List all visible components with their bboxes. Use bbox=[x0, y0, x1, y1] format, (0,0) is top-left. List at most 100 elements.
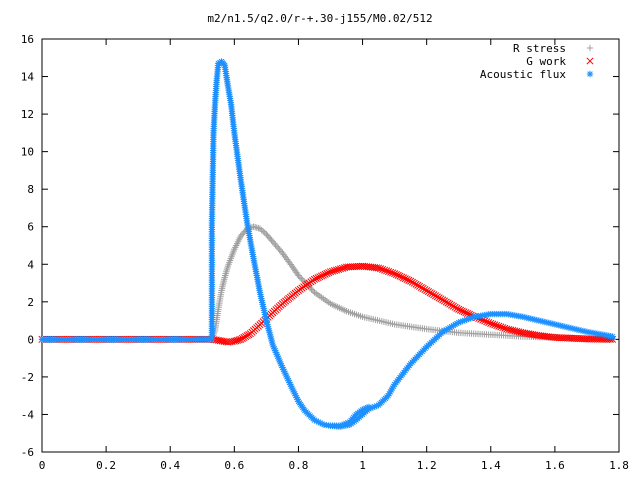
data-point bbox=[443, 326, 450, 333]
data-point bbox=[315, 418, 322, 426]
data-point bbox=[276, 358, 284, 366]
data-point bbox=[291, 390, 298, 398]
data-point bbox=[390, 383, 397, 390]
data-point bbox=[293, 394, 300, 401]
data-point bbox=[469, 314, 476, 321]
data-point bbox=[275, 244, 282, 252]
data-point bbox=[280, 366, 287, 373]
data-point bbox=[367, 404, 375, 412]
data-point bbox=[497, 323, 505, 331]
y-tick-label: 8 bbox=[27, 183, 34, 196]
data-point bbox=[286, 379, 293, 386]
data-point bbox=[276, 246, 283, 253]
data-point bbox=[435, 294, 443, 302]
data-point bbox=[314, 274, 322, 282]
data-point bbox=[316, 273, 324, 281]
legend-marker bbox=[586, 70, 594, 78]
x-tick-label: 0.6 bbox=[224, 459, 244, 472]
data-point bbox=[282, 371, 290, 379]
data-point bbox=[318, 420, 326, 428]
y-tick-label: 12 bbox=[21, 108, 34, 121]
data-point bbox=[321, 270, 329, 278]
data-point bbox=[270, 240, 278, 247]
data-point bbox=[267, 335, 275, 343]
data-point bbox=[278, 362, 285, 369]
data-point bbox=[287, 381, 294, 388]
data-point bbox=[430, 291, 438, 299]
data-point bbox=[268, 237, 275, 244]
y-tick-label: 14 bbox=[21, 71, 35, 84]
data-point bbox=[403, 275, 411, 284]
data-point bbox=[385, 267, 393, 276]
y-tick-label: 4 bbox=[27, 258, 34, 271]
data-point bbox=[467, 315, 474, 322]
data-point bbox=[359, 406, 366, 413]
data-point bbox=[373, 402, 380, 410]
data-point bbox=[271, 345, 278, 352]
data-point bbox=[455, 305, 463, 313]
data-point bbox=[284, 375, 291, 382]
data-point bbox=[265, 327, 273, 334]
data-point bbox=[338, 264, 347, 272]
data-point bbox=[264, 323, 272, 330]
data-point bbox=[432, 292, 440, 300]
data-point bbox=[493, 321, 501, 330]
data-point bbox=[423, 287, 431, 295]
data-point bbox=[456, 306, 465, 314]
data-point bbox=[330, 267, 339, 275]
data-point bbox=[274, 353, 281, 360]
data-point bbox=[459, 317, 466, 325]
data-point bbox=[451, 303, 459, 311]
data-point bbox=[272, 349, 280, 356]
data-point bbox=[398, 273, 406, 281]
legend-marker bbox=[586, 57, 594, 65]
data-point bbox=[481, 317, 489, 325]
legend-label: Acoustic flux bbox=[480, 68, 566, 81]
data-point bbox=[308, 286, 315, 293]
x-tick-label: 1.4 bbox=[481, 459, 501, 472]
data-point bbox=[499, 324, 507, 332]
y-tick-label: 16 bbox=[21, 33, 34, 46]
data-point bbox=[326, 268, 335, 276]
data-point bbox=[417, 283, 425, 291]
data-point bbox=[609, 333, 616, 340]
data-point bbox=[365, 403, 373, 411]
series-3 bbox=[327, 403, 373, 429]
x-tick-label: 0.2 bbox=[96, 459, 116, 472]
data-point bbox=[336, 265, 345, 273]
data-point bbox=[485, 319, 493, 327]
data-point bbox=[453, 304, 461, 312]
data-point bbox=[272, 347, 279, 354]
data-point bbox=[340, 421, 348, 428]
data-point bbox=[295, 272, 302, 279]
data-point bbox=[389, 384, 396, 392]
data-point bbox=[342, 420, 350, 427]
data-point bbox=[388, 386, 395, 394]
data-point bbox=[265, 325, 272, 332]
data-point bbox=[399, 274, 408, 282]
data-point bbox=[396, 272, 404, 280]
x-tick-label: 0 bbox=[39, 459, 46, 472]
data-point bbox=[309, 287, 317, 295]
data-point bbox=[412, 280, 420, 288]
data-point bbox=[444, 325, 452, 332]
x-tick-label: 1 bbox=[359, 459, 366, 472]
data-point bbox=[360, 405, 368, 413]
data-point bbox=[328, 267, 337, 275]
data-point bbox=[464, 309, 472, 318]
data-point bbox=[441, 327, 448, 335]
data-point bbox=[415, 282, 424, 290]
data-point bbox=[442, 298, 450, 306]
data-point bbox=[461, 317, 468, 324]
data-point bbox=[312, 274, 320, 283]
data-point bbox=[433, 293, 441, 301]
chart-title: m2/n1.5/q2.0/r-+.30-j155/M0.02/512 bbox=[207, 12, 432, 25]
legend-marker bbox=[586, 44, 594, 52]
data-point bbox=[421, 285, 429, 294]
data-point bbox=[276, 356, 283, 364]
data-point bbox=[263, 319, 271, 326]
data-point bbox=[453, 320, 461, 327]
data-point bbox=[268, 337, 275, 345]
x-tick-label: 0.4 bbox=[160, 459, 180, 472]
